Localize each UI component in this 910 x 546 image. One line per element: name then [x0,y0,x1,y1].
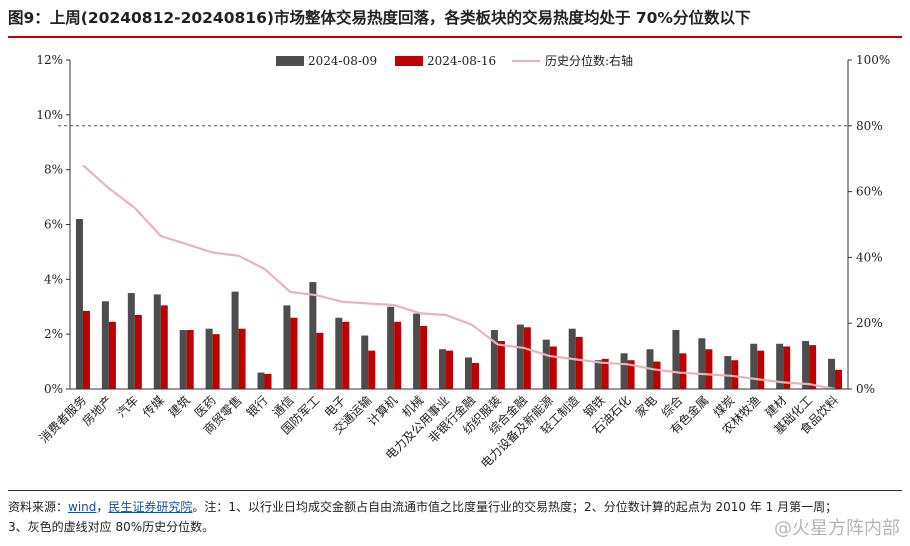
bar-2024-08-09 [127,293,135,389]
bar-2024-08-16 [446,350,454,389]
bar-2024-08-09 [439,349,447,389]
bar-2024-08-09 [698,338,706,389]
category-label: 房地产 [79,393,115,429]
bar-2024-08-16 [316,332,324,389]
watermark: @火星方阵内部 [774,518,900,539]
bar-2024-08-09 [205,328,213,389]
legend-label-2024-08-09: 2024-08-09 [308,54,377,68]
legend-label-2024-08-16: 2024-08-16 [427,54,496,68]
category-label: 建筑 [165,393,193,421]
right-tick-label: 100% [856,53,890,67]
bar-2024-08-16 [368,350,376,389]
bar-2024-08-09 [802,341,810,389]
bar-2024-08-16 [290,317,298,389]
bar-2024-08-09 [828,358,836,389]
bar-2024-08-09 [153,294,161,389]
bar-2024-08-16 [783,346,791,389]
bar-2024-08-09 [542,339,550,389]
source-prefix: 资料来源： [8,500,69,514]
source-comma: ， [96,500,109,514]
bar-2024-08-09 [361,335,369,389]
bar-2024-08-16 [809,345,817,389]
bar-2024-08-16 [264,373,272,389]
bar-2024-08-16 [186,330,194,389]
bar-2024-08-16 [757,350,765,389]
bar-2024-08-16 [497,341,505,389]
source-wind-link[interactable]: wind [68,500,97,514]
bar-2024-08-16 [549,346,557,389]
right-tick-label: 20% [856,316,883,330]
left-tick-label: 0% [44,382,63,396]
bar-2024-08-09 [231,291,239,389]
bar-2024-08-09 [283,305,291,389]
bar-2024-08-16 [134,314,142,389]
legend-swatch-2024-08-16 [395,56,423,66]
category-label: 传媒 [139,393,167,421]
right-tick-label: 80% [856,119,883,133]
bar-2024-08-09 [75,219,83,389]
category-label: 计算机 [364,393,400,429]
footnote-divider [8,490,902,491]
bar-2024-08-09 [309,282,317,389]
bar-2024-08-16 [420,325,428,389]
bar-2024-08-16 [160,305,168,389]
legend-label-percentile: 历史分位数:右轴 [545,53,633,68]
bar-2024-08-09 [724,356,732,389]
bar-2024-08-16 [342,321,350,389]
bar-2024-08-16 [212,334,220,389]
bar-2024-08-09 [387,306,395,389]
percentile-line [82,164,836,391]
left-tick-label: 8% [44,163,63,177]
bar-2024-08-16 [575,336,583,389]
bar-2024-08-09 [620,353,628,389]
bar-2024-08-09 [257,372,265,389]
bar-2024-08-16 [835,369,843,389]
bar-2024-08-09 [101,301,109,389]
bar-2024-08-16 [523,327,531,389]
bar-2024-08-16 [108,321,116,389]
left-tick-label: 10% [36,108,63,122]
bar-2024-08-16 [705,349,713,389]
bar-2024-08-16 [731,360,739,389]
chart: 0%2%4%6%8%10%12%0%20%40%60%80%100%消费者服务房… [36,53,890,471]
left-tick-label: 12% [36,53,63,67]
bar-2024-08-09 [672,330,680,389]
bar-2024-08-09 [516,324,524,389]
bar-2024-08-09 [490,330,498,389]
category-label: 银行 [244,393,271,420]
bar-2024-08-09 [335,317,343,389]
bar-2024-08-09 [413,313,421,389]
bar-2024-08-16 [601,358,609,389]
bar-2024-08-09 [750,343,758,389]
bar-2024-08-09 [776,343,784,389]
right-tick-label: 0% [856,382,875,396]
chart-title: 图9：上周(20240812-20240816)市场整体交易热度回落，各类板块的… [8,9,751,27]
left-tick-label: 6% [44,218,63,232]
left-tick-label: 2% [44,327,63,341]
bar-2024-08-16 [653,361,661,389]
bar-2024-08-16 [394,321,402,389]
title-divider [8,36,902,38]
bar-2024-08-16 [627,360,635,389]
footnote-line2: 3、灰色的虚线对应 80%历史分位数。 [8,520,215,534]
footnote-line1: 。注：1、以行业日均成交金额占自由流通市值之比度量行业的交易热度；2、分位数计算… [192,500,838,514]
category-label: 家电 [632,393,660,421]
bar-2024-08-16 [238,328,246,389]
legend-swatch-2024-08-09 [276,56,304,66]
source-ms-link[interactable]: 民生证券研究院 [108,500,193,514]
right-tick-label: 60% [856,185,883,199]
bar-2024-08-16 [82,310,90,389]
right-tick-label: 40% [856,250,883,264]
category-label: 汽车 [113,393,141,421]
left-tick-label: 4% [44,272,63,286]
bar-2024-08-16 [471,362,479,389]
footnote: 资料来源：wind，民生证券研究院。注：1、以行业日均成交金额占自由流通市值之比… [8,497,902,537]
bar-2024-08-09 [179,330,187,389]
bar-2024-08-16 [679,353,687,389]
bar-2024-08-09 [464,357,472,389]
bar-2024-08-09 [594,360,602,389]
